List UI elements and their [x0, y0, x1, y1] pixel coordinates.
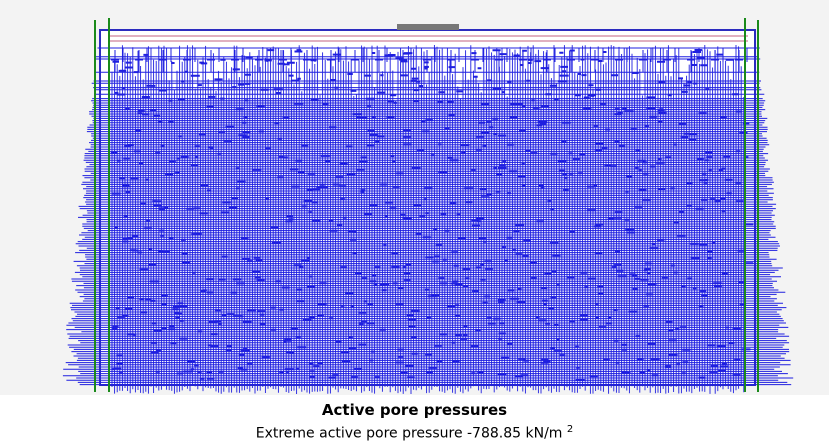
model-view [0, 0, 829, 395]
pore-pressure-arrows [62, 45, 794, 394]
caption-title: Active pore pressures [321, 401, 508, 419]
surface-load [397, 24, 459, 30]
extreme-label: Extreme active pore pressure -788.85 kN/… [255, 425, 563, 442]
vertical-arrows [111, 45, 745, 394]
top-arrows [111, 48, 748, 72]
caption-extreme: Extreme active pore pressure -788.85 kN/… [0, 424, 829, 442]
unit-exponent: 2 [566, 424, 574, 435]
dense-marks [110, 49, 754, 381]
model-boundary [99, 29, 756, 386]
caption: Active pore pressures Extreme active por… [0, 395, 829, 448]
